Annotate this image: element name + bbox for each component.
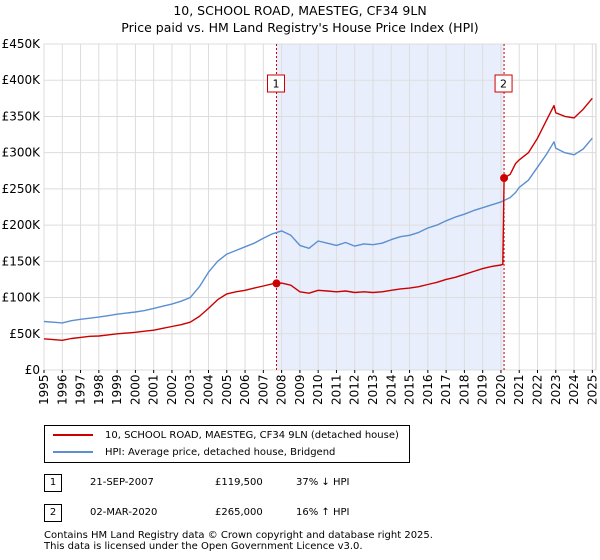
x-tick-label: 2008 — [275, 374, 289, 405]
x-tick-label: 2003 — [183, 374, 197, 405]
x-tick-label: 2023 — [549, 374, 563, 405]
x-tick-label: 2005 — [220, 374, 234, 405]
legend-label-hpi: HPI: Average price, detached house, Brid… — [105, 447, 336, 458]
y-tick-label: £250K — [2, 182, 42, 196]
y-tick-label: £200K — [2, 218, 42, 232]
y-tick-label: £100K — [2, 291, 42, 305]
legend-item-hpi: HPI: Average price, detached house, Brid… — [53, 445, 335, 461]
transaction-price: £119,500 — [215, 477, 263, 488]
x-tick-label: 2011 — [329, 374, 343, 405]
sale-marker-box — [266, 74, 285, 93]
chart-title-line1: 10, SCHOOL ROAD, MAESTEG, CF34 9LN — [173, 3, 427, 18]
sale-point — [272, 279, 281, 288]
legend-swatch-hpi — [53, 451, 93, 453]
legend: 10, SCHOOL ROAD, MAESTEG, CF34 9LN (deta… — [44, 425, 410, 463]
series-line-hpi — [43, 137, 593, 324]
x-tick-label: 2014 — [384, 374, 398, 405]
x-tick-label: 1997 — [74, 374, 88, 405]
legend-item-property: 10, SCHOOL ROAD, MAESTEG, CF34 9LN (deta… — [53, 428, 399, 444]
transaction-hpi-change: 16% ↑ HPI — [296, 507, 350, 518]
chart-title: 10, SCHOOL ROAD, MAESTEG, CF34 9LN Price… — [0, 0, 600, 36]
x-tick-label: 2018 — [457, 374, 471, 405]
x-tick-label: 2016 — [421, 374, 435, 405]
x-tick-label: 2024 — [567, 374, 581, 405]
y-tick-label: £450K — [2, 37, 42, 51]
y-tick-label: £350K — [2, 109, 42, 123]
transaction-badge: 1 — [44, 474, 62, 492]
x-tick-label: 2025 — [585, 374, 599, 405]
shaded-ownership-region — [276, 44, 505, 370]
x-tick-label: 2012 — [348, 374, 362, 405]
sale-marker-label: 1 — [272, 78, 279, 91]
x-tick-label: 1998 — [92, 374, 106, 405]
x-tick-label: 1996 — [55, 374, 69, 405]
x-tick-label: 2000 — [128, 374, 142, 405]
x-tick-label: 2022 — [531, 374, 545, 405]
x-tick-label: 2013 — [366, 374, 380, 405]
x-tick-label: 2015 — [403, 374, 417, 405]
legend-label-property: 10, SCHOOL ROAD, MAESTEG, CF34 9LN (deta… — [105, 430, 399, 441]
y-tick-label: £150K — [2, 254, 42, 268]
x-tick-label: 2020 — [494, 374, 508, 405]
price-chart: 1 2 £0 £50K £100K £150K £200K £250K £300K £350K £… — [2, 37, 600, 405]
x-tick-label: 2007 — [256, 374, 270, 405]
series-line-property — [43, 97, 593, 341]
x-tick-label: 2002 — [165, 374, 179, 405]
transaction-date: 02-MAR-2020 — [90, 507, 158, 518]
sale-point — [500, 174, 509, 183]
sale-marker-label: 2 — [500, 78, 507, 91]
sale-marker-box — [494, 74, 513, 93]
x-tick-label: 2009 — [293, 374, 307, 405]
chart-title-line2: Price paid vs. HM Land Registry's House … — [121, 20, 479, 35]
footer-line1: Contains HM Land Registry data © Crown c… — [44, 530, 433, 541]
transaction-price: £265,000 — [215, 507, 263, 518]
footer-line2: This data is licensed under the Open Gov… — [44, 541, 363, 552]
y-tick-label: £0 — [25, 363, 40, 377]
legend-swatch-property — [53, 434, 93, 436]
x-tick-label: 2019 — [476, 374, 490, 405]
x-tick-label: 2004 — [202, 374, 216, 405]
x-tick-label: 1999 — [110, 374, 124, 405]
y-tick-label: £300K — [2, 146, 42, 160]
transaction-hpi-change: 37% ↓ HPI — [296, 477, 350, 488]
x-tick-label: 2021 — [512, 374, 526, 405]
x-tick-label: 2006 — [238, 374, 252, 405]
x-tick-label: 1995 — [37, 374, 51, 405]
transaction-date: 21-SEP-2007 — [90, 477, 154, 488]
y-tick-label: £50K — [9, 327, 41, 341]
x-tick-label: 2001 — [147, 374, 161, 405]
transaction-badge: 2 — [44, 504, 62, 522]
x-tick-label: 2017 — [439, 374, 453, 405]
y-tick-label: £400K — [2, 73, 42, 87]
x-tick-label: 2010 — [311, 374, 325, 405]
footer-attribution: Contains HM Land Registry data © Crown c… — [44, 530, 433, 552]
